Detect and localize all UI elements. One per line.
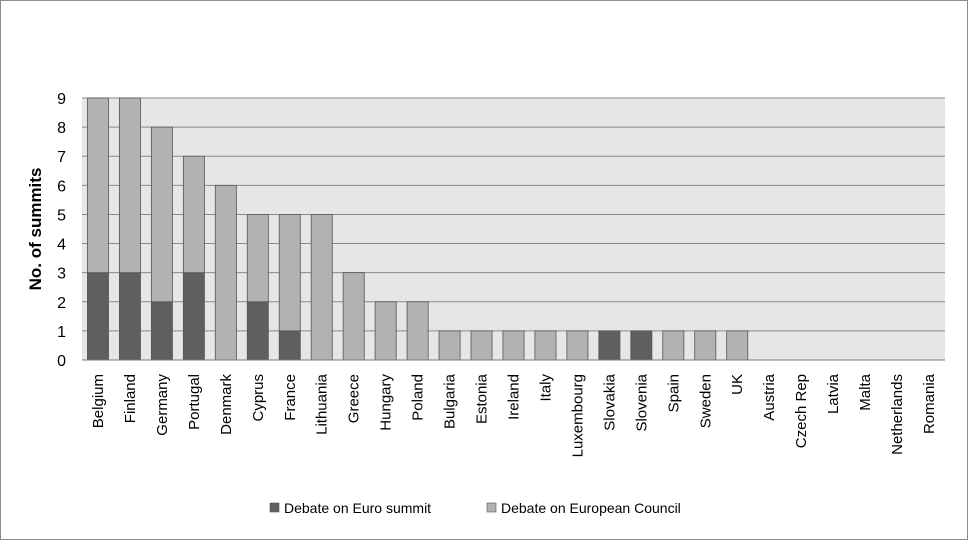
bar-european-council-estonia [470, 330, 493, 361]
x-tick-label: Spain [665, 374, 682, 412]
bar-european-council-luxembourg [566, 330, 589, 361]
x-tick-label: Denmark [218, 374, 235, 435]
y-tick-label: 9 [57, 91, 66, 108]
x-tick-label: Slovakia [601, 373, 618, 430]
x-tick-label: Cyprus [250, 374, 267, 422]
x-tick-label: Slovenia [633, 373, 650, 431]
x-tick-label: Lithuania [314, 373, 331, 435]
x-tick-labels: Belgium Finland Germany Portugal Denmark Cypr… [90, 373, 938, 457]
bar-euro-summit-cyprus [246, 301, 269, 361]
bar-euro-summit-portugal [182, 272, 205, 361]
bar-european-council-denmark [214, 184, 237, 361]
bar-european-council-finland [118, 97, 141, 274]
legend-label: Debate on European Council [501, 500, 681, 516]
bar-euro-summit-slovenia [630, 330, 653, 361]
x-tick-label: Poland [410, 374, 427, 421]
bar-european-council-spain [662, 330, 685, 361]
x-tick-label: France [282, 374, 299, 421]
x-tick-label: Austria [761, 373, 778, 420]
x-tick-label: Netherlands [889, 374, 906, 455]
x-tick-label: Latvia [825, 373, 842, 414]
bar-european-council-sweden [694, 330, 717, 361]
bar-european-council-bulgaria [438, 330, 461, 361]
y-tick-label: 8 [57, 120, 66, 137]
bar-european-council-lithuania [310, 214, 333, 361]
y-tick-label: 5 [57, 207, 66, 224]
bar-european-council-belgium [87, 97, 109, 274]
y-tick-labels: 0 1 2 3 4 5 6 7 8 9 [57, 91, 66, 370]
bar-european-council-france [278, 214, 301, 332]
x-tick-label: Portugal [186, 374, 203, 430]
x-tick-label: Germany [154, 374, 171, 436]
x-tick-label: Greece [346, 374, 363, 423]
legend-swatch [269, 502, 280, 513]
bar-european-council-portugal [182, 155, 205, 274]
x-tick-label: Luxembourg [569, 374, 586, 457]
x-tick-label: Romania [921, 373, 938, 434]
x-tick-label: Sweden [697, 374, 714, 428]
bar-european-council-germany [150, 126, 173, 303]
bars-group [87, 97, 749, 361]
x-tick-label: Estonia [474, 373, 491, 424]
x-tick-label: Italy [537, 374, 554, 402]
y-tick-label: 1 [57, 324, 66, 341]
x-tick-label: Finland [122, 374, 139, 423]
bar-european-council-uk [726, 330, 749, 361]
x-tick-label: Malta [857, 373, 874, 410]
x-tick-label: UK [729, 374, 746, 395]
bar-european-council-poland [406, 301, 429, 361]
y-tick-label: 3 [57, 266, 66, 283]
x-tick-label: Czech Rep [793, 374, 810, 448]
plot-area [82, 98, 945, 360]
legend-swatch [486, 502, 497, 513]
bar-euro-summit-france [278, 330, 301, 361]
y-tick-label: 4 [57, 237, 66, 254]
y-tick-label: 0 [57, 353, 66, 370]
bar-european-council-hungary [374, 301, 397, 361]
bar-euro-summit-finland [118, 272, 141, 361]
legend: Debate on Euro summit Debate on European … [269, 500, 681, 516]
legend-label: Debate on Euro summit [284, 500, 431, 516]
y-tick-label: 7 [57, 149, 66, 166]
bar-euro-summit-belgium [87, 272, 109, 361]
x-tick-label: Bulgaria [442, 373, 459, 429]
bar-european-council-ireland [502, 330, 525, 361]
bar-european-council-cyprus [246, 214, 269, 303]
bar-european-council-italy [534, 330, 557, 361]
y-tick-label: 6 [57, 178, 66, 195]
y-tick-label: 2 [57, 295, 66, 312]
bar-european-council-greece [342, 272, 365, 361]
x-tick-label: Ireland [506, 374, 523, 420]
bar-euro-summit-germany [150, 301, 173, 361]
bar-euro-summit-slovakia [598, 330, 621, 361]
x-tick-label: Belgium [90, 374, 107, 428]
x-tick-label: Hungary [378, 374, 395, 431]
y-axis-title: No. of summits [26, 168, 45, 291]
